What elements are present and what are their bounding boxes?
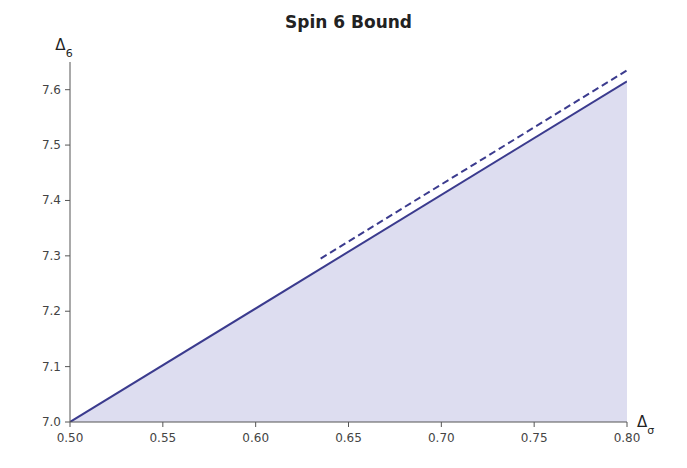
x-tick xyxy=(70,422,71,427)
x-tick xyxy=(255,422,256,427)
y-tick-label: 7.0 xyxy=(42,415,61,429)
y-tick-label: 7.3 xyxy=(42,249,61,263)
y-tick-label: 7.2 xyxy=(42,304,61,318)
y-tick-label: 7.1 xyxy=(42,360,61,374)
axes: 0.50 0.55 0.60 0.65 0.70 0.75 0.80 7.0 7.1 7.2 7.3… xyxy=(42,62,640,445)
y-tick xyxy=(65,311,70,312)
x-tick xyxy=(348,422,349,427)
x-tick xyxy=(441,422,442,427)
line xyxy=(321,70,627,258)
y-tick xyxy=(65,422,70,423)
y-axis-label: Δ6 xyxy=(55,36,72,60)
title: Spin 6 Bound xyxy=(285,12,412,32)
x-tick-label: 0.65 xyxy=(335,431,362,445)
x-tick-label: 0.55 xyxy=(149,431,176,445)
x-tick-label: 0.70 xyxy=(428,431,455,445)
x-tick-label: 0.80 xyxy=(614,431,641,445)
x-tick-label: 0.75 xyxy=(521,431,548,445)
y-tick xyxy=(65,145,70,146)
y-tick-label: 7.6 xyxy=(42,83,61,97)
x-axis-label: Δσ xyxy=(637,413,654,437)
area xyxy=(70,81,627,422)
x-tick xyxy=(627,422,628,427)
y-tick-label: 7.5 xyxy=(42,138,61,152)
y-tick xyxy=(65,255,70,256)
chart-container: 0.50 0.55 0.60 0.65 0.70 0.75 0.80 7.0 7.1 7.2 7.3… xyxy=(0,0,687,468)
plot-area xyxy=(70,70,627,422)
x-tick xyxy=(534,422,535,427)
y-tick xyxy=(65,89,70,90)
y-tick-label: 7.4 xyxy=(42,193,61,207)
y-tick xyxy=(65,366,70,367)
chart: 0.50 0.55 0.60 0.65 0.70 0.75 0.80 7.0 7.1 7.2 7.3… xyxy=(0,0,687,468)
y-axis-line xyxy=(70,62,71,422)
y-tick xyxy=(65,200,70,201)
x-tick xyxy=(162,422,163,427)
line xyxy=(70,81,627,422)
x-tick-label: 0.60 xyxy=(242,431,269,445)
x-tick-label: 0.50 xyxy=(57,431,84,445)
